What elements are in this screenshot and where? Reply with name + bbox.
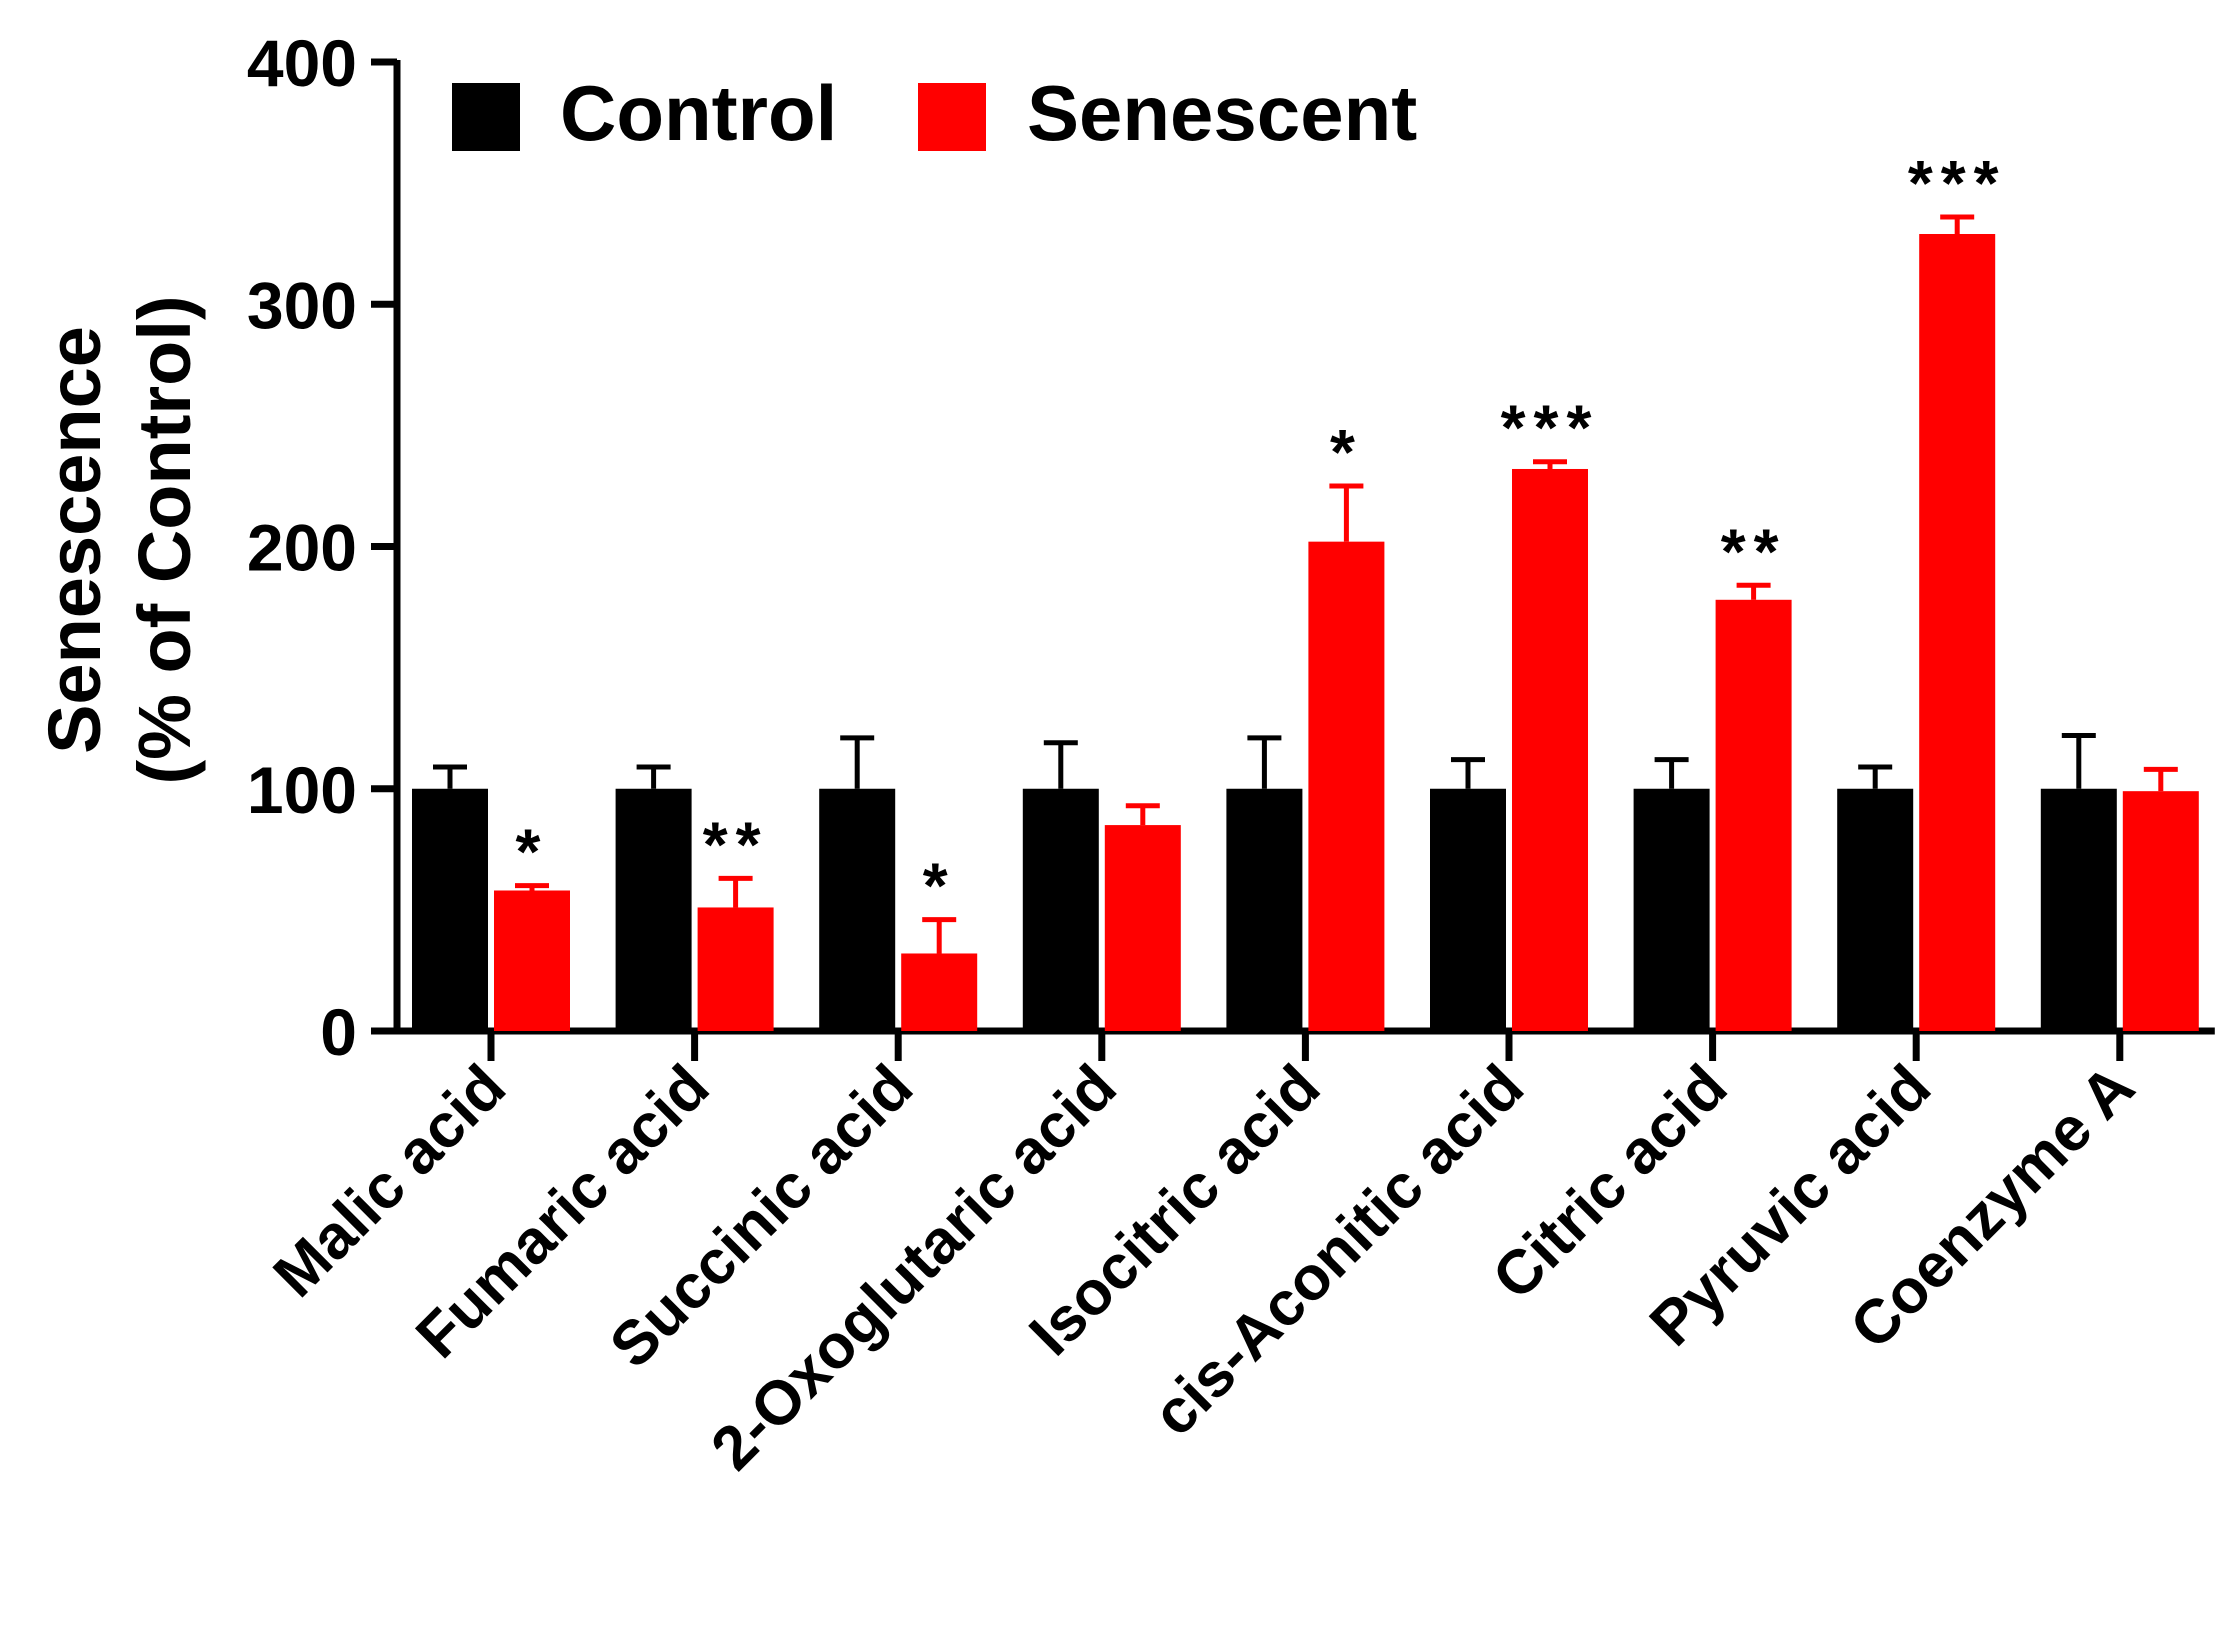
legend-senescent-swatch xyxy=(918,83,986,151)
control-bar xyxy=(412,788,488,1031)
significance-mark: * xyxy=(923,850,956,922)
significance-mark: *** xyxy=(1501,392,1600,464)
y-axis-label: Senescence (% of Control) xyxy=(33,295,206,784)
y-tick-label: 300 xyxy=(247,268,357,342)
control-bar xyxy=(1022,788,1099,1031)
significance-mark: ** xyxy=(703,808,769,880)
senescent-bar xyxy=(1104,825,1181,1031)
senescent-bar xyxy=(1919,233,1996,1031)
control-bar xyxy=(615,788,692,1031)
y-axis-label-line-2: (% of Control) xyxy=(123,295,206,784)
legend-control-label: Control xyxy=(560,69,837,157)
control-bar xyxy=(2040,788,2117,1031)
senescent-bar xyxy=(1715,599,1792,1031)
senescent-bar xyxy=(494,890,570,1031)
control-bar xyxy=(1837,788,1914,1031)
x-category-label: cis-Aconitic acid xyxy=(1140,1052,1537,1449)
legend-control-swatch xyxy=(452,83,520,151)
senescent-bar xyxy=(697,907,774,1031)
y-tick-label: 100 xyxy=(247,753,357,827)
x-category-label: 2-Oxoglutaric acid xyxy=(698,1052,1129,1483)
significance-mark: * xyxy=(1330,416,1363,488)
legend-senescent-label: Senescent xyxy=(1027,69,1417,157)
senescent-bar xyxy=(1308,541,1385,1031)
control-bar xyxy=(1430,788,1506,1031)
control-bar xyxy=(819,788,896,1031)
control-bar xyxy=(1226,788,1303,1031)
significance-mark: ** xyxy=(1721,515,1787,587)
significance-mark: *** xyxy=(1908,147,2007,219)
y-tick-label: 400 xyxy=(247,26,357,100)
control-bar xyxy=(1633,788,1710,1031)
senescent-bar xyxy=(901,953,978,1031)
significance-mark: * xyxy=(516,816,549,888)
y-axis-label-line-1: Senescence xyxy=(33,326,116,754)
y-tick-label: 0 xyxy=(320,995,357,1069)
y-tick-label: 200 xyxy=(247,511,357,585)
senescent-bar xyxy=(2122,791,2199,1031)
senescent-bar xyxy=(1512,468,1588,1032)
